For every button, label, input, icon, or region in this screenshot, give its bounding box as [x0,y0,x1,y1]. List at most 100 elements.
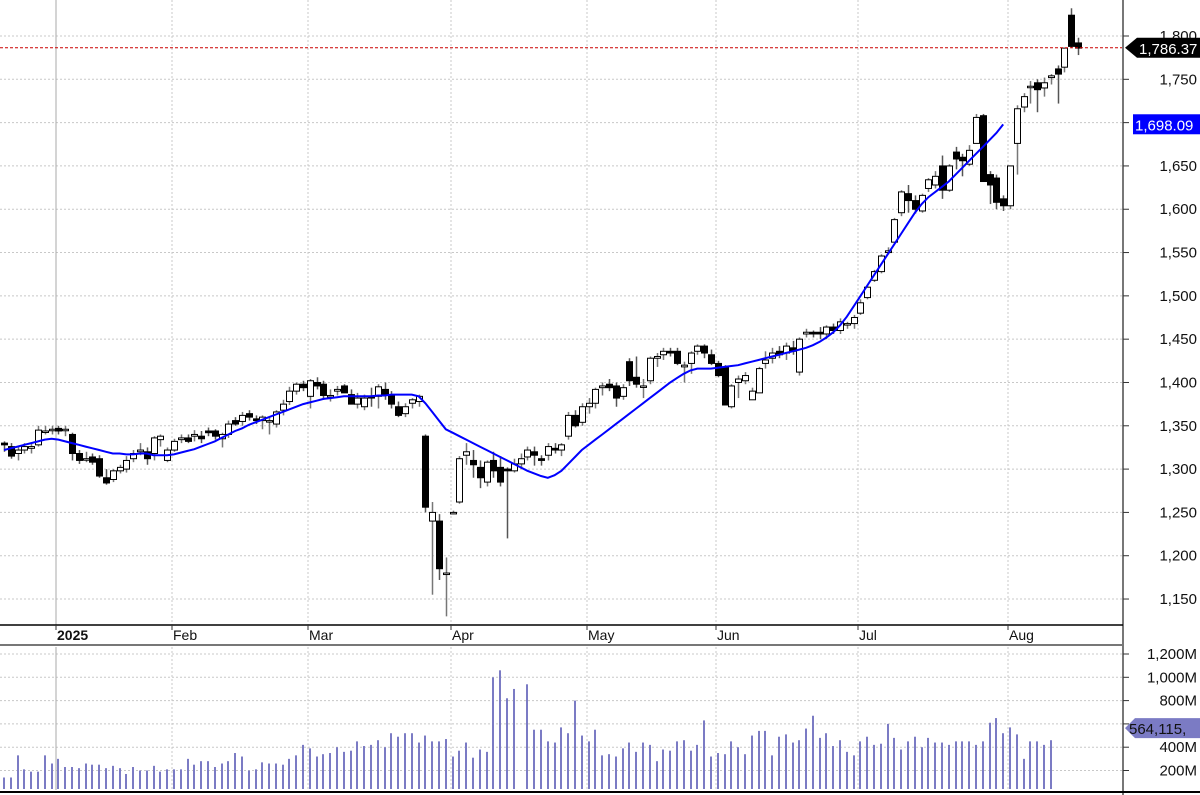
volume-bar [724,754,726,789]
volume-bar [710,756,712,789]
up-candle [1041,77,1048,97]
up-candle [151,436,158,461]
volume-bar [268,763,270,789]
volume-bar [758,730,760,789]
volume-bar [995,718,997,789]
up-candle [456,456,463,504]
up-candle [280,399,287,416]
volume-axis: 200M 400M 800M 1,000M 1,200M [1123,646,1197,780]
volume-bar [98,764,100,789]
volume-bar [1023,758,1025,789]
volume-bar [588,741,590,789]
volume-bar [17,755,19,789]
volume-tick-label: 1,000M [1147,669,1197,686]
up-candle [178,434,185,444]
volume-bar [159,771,161,789]
volume-bar [574,700,576,789]
volume-bar [608,754,610,789]
price-tick-label: 1,500 [1159,288,1197,305]
volume-tick-label: 200M [1159,763,1197,780]
down-candle [477,460,484,489]
up-candle [463,443,470,465]
volume-bar [792,742,794,789]
volume-bar [85,763,87,789]
volume-bar [1036,741,1038,789]
volume-bar [730,741,732,789]
volume-bar [139,770,141,789]
up-candle [844,321,851,329]
up-candle [857,299,864,315]
volume-bar [418,742,420,789]
down-candle [69,432,76,461]
up-candle [327,389,334,402]
volume-bar [594,729,596,789]
up-candle [259,415,266,430]
up-candle [728,384,735,409]
volume-bar [812,715,814,789]
down-candle [538,455,545,466]
down-candle [674,347,681,366]
volume-bar [900,749,902,789]
up-candle [756,366,763,394]
up-candle [28,443,35,454]
volume-bar [764,730,766,789]
down-candle [606,379,613,392]
volume-bar [669,750,671,789]
volume-bar [479,749,481,789]
volume-bar [968,741,970,789]
volume-bar [785,734,787,789]
volume-bar [10,777,12,789]
volume-bar [112,765,114,789]
volume-bar [526,684,528,789]
volume-bar [927,737,929,789]
volume-bar [132,767,134,789]
price-tick-label: 1,250 [1159,504,1197,521]
volume-bar [390,733,392,789]
down-candle [776,346,783,359]
down-candle [708,349,715,366]
down-candle [246,410,253,421]
volume-bar [452,756,454,789]
down-candle [436,514,443,580]
down-candle [959,153,966,177]
volume-bar [30,771,32,789]
volume-bar [554,742,556,789]
down-candle [790,340,797,355]
up-candle [123,456,130,473]
volume-bar [506,698,508,789]
volume-bar [44,755,46,789]
down-candle [905,184,912,213]
up-candle [681,361,688,383]
down-candle [993,174,1000,210]
month-label: May [588,627,614,643]
up-candle [647,356,654,385]
volume-bar [982,741,984,789]
up-candle [117,464,124,474]
volume-bar [64,767,66,789]
up-candle [402,403,409,418]
volume-bar [1050,740,1052,789]
up-candle [660,347,667,360]
price-tick-label: 1,550 [1159,245,1197,262]
volume-bar [424,735,426,789]
down-candle [953,146,960,170]
volume-bar [57,758,59,789]
volume-bar [1016,734,1018,789]
up-candle [42,425,49,435]
up-candle [286,386,293,406]
up-candle [429,502,436,595]
down-candle [320,380,327,400]
volume-bar [356,741,358,789]
volume-bar [187,758,189,789]
up-candle [293,382,300,395]
up-candle [219,432,226,448]
month-label: Aug [1009,627,1034,643]
grid-lines [0,0,1123,790]
volume-bar [248,770,250,789]
down-candle [395,401,402,418]
up-candle [742,372,749,385]
up-candle [524,446,531,461]
down-candle [1068,8,1075,49]
volume-bar [173,769,175,789]
volume-bar [282,764,284,789]
